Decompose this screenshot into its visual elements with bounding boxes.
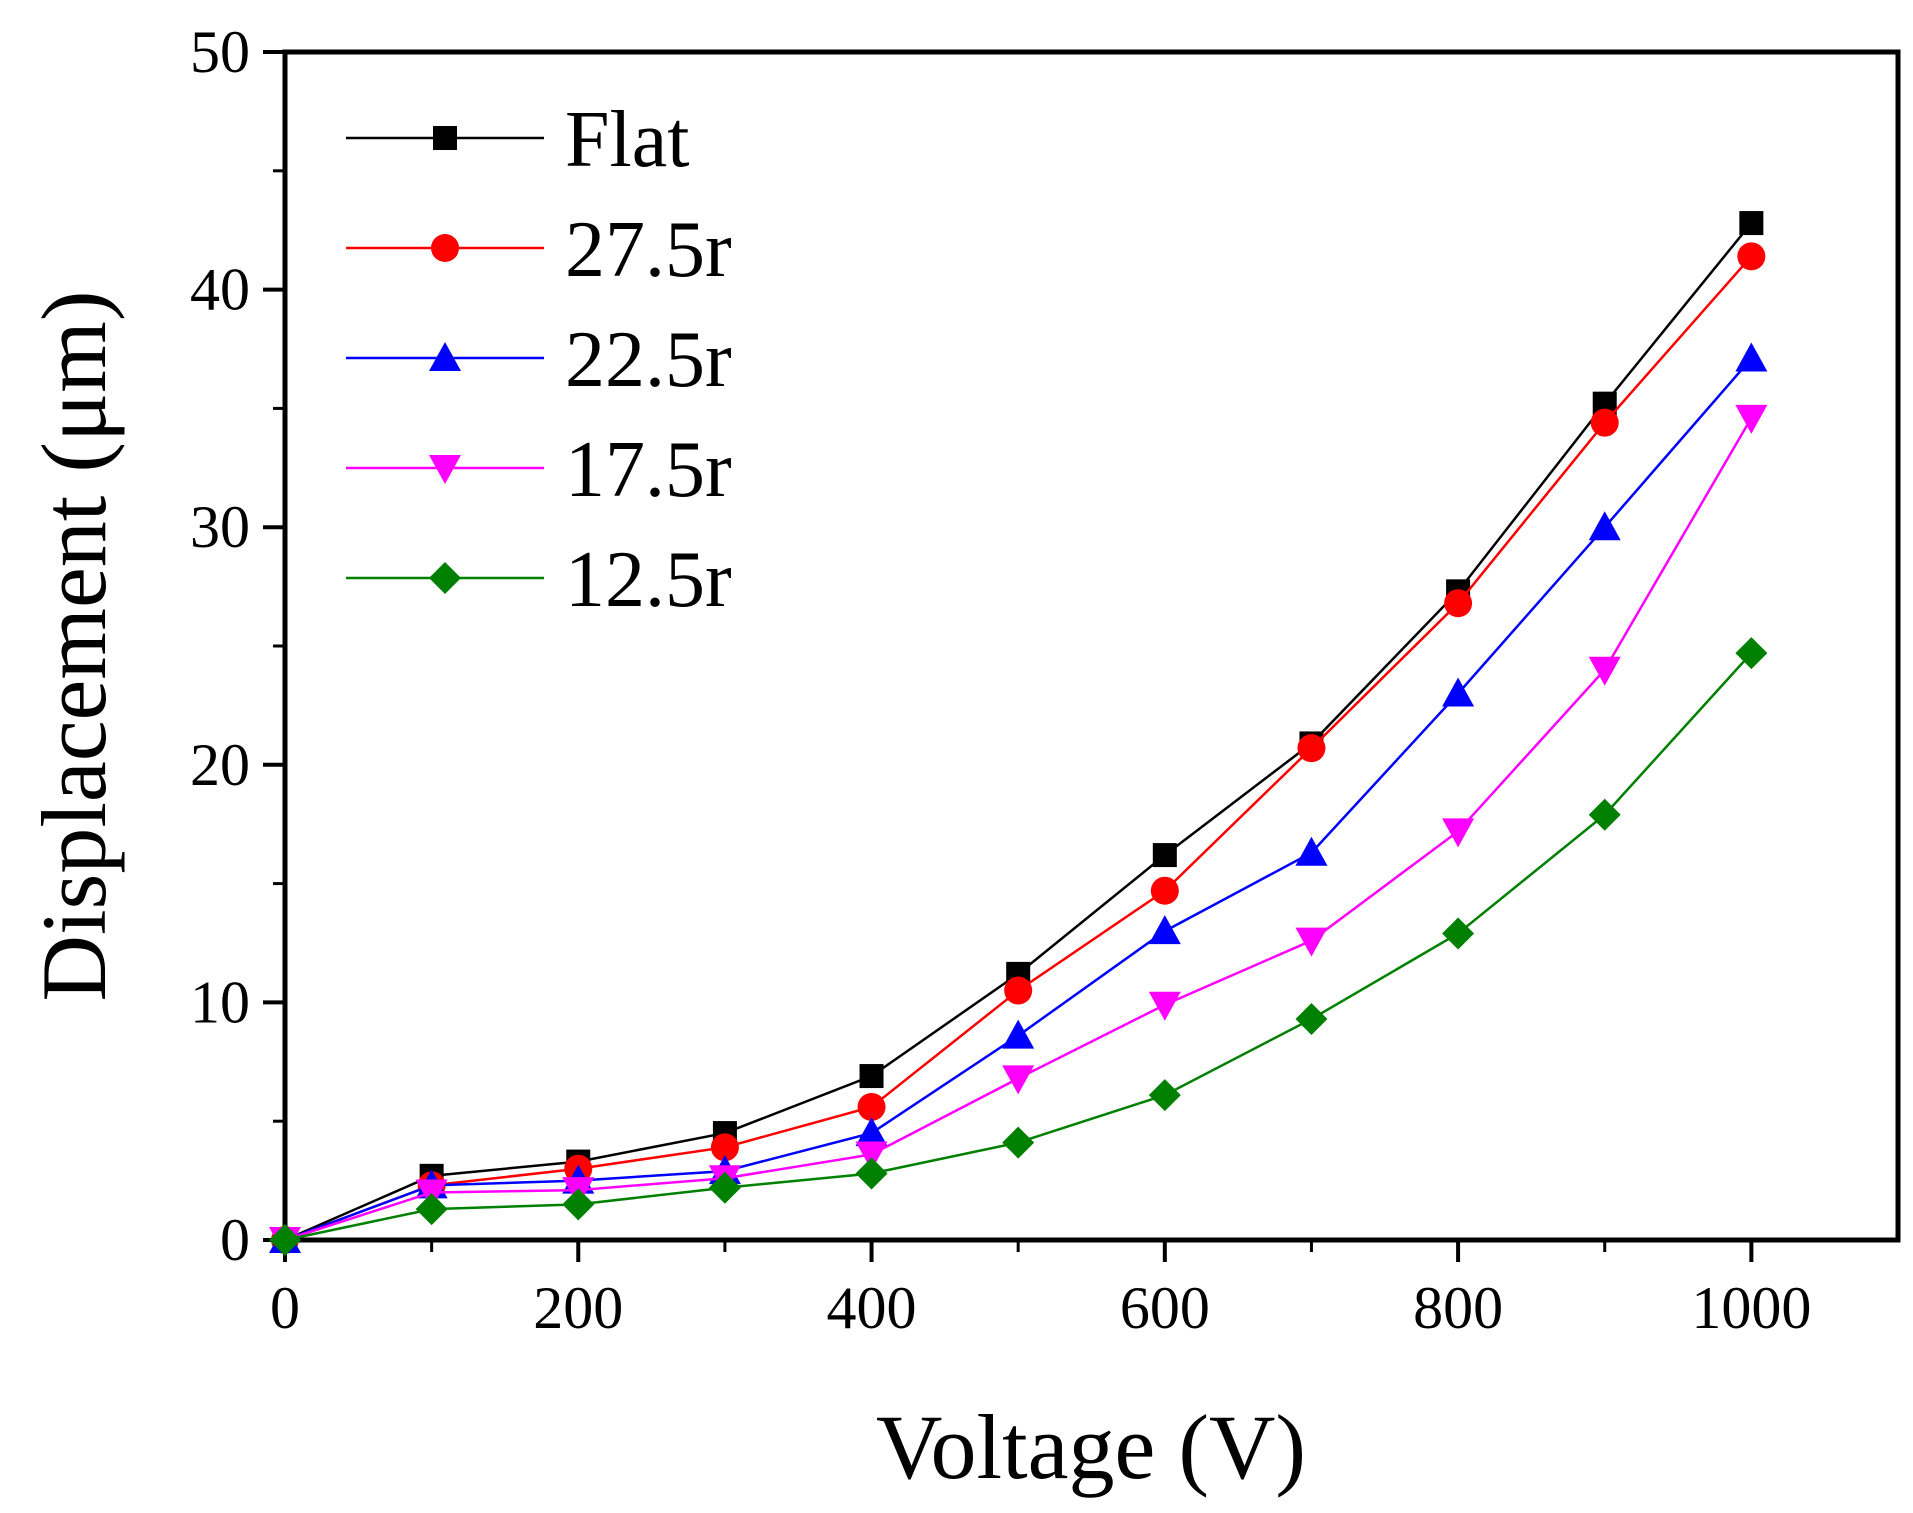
data-point xyxy=(855,1117,888,1147)
data-point xyxy=(1735,342,1768,372)
data-point xyxy=(1588,656,1621,686)
data-point xyxy=(1148,915,1181,945)
y-tick-label: 0 xyxy=(220,1207,250,1273)
legend-label: Flat xyxy=(565,96,689,184)
legend: Flat 27.5r 22.5r 17.5r 12.5r xyxy=(346,96,732,624)
y-tick-label: 40 xyxy=(190,257,250,323)
data-point xyxy=(1002,1065,1035,1095)
legend-marker xyxy=(433,126,457,150)
data-point xyxy=(1588,511,1621,541)
series-22.5r xyxy=(269,342,1768,1253)
data-point xyxy=(857,1092,886,1121)
data-point xyxy=(708,1171,741,1204)
legend-marker xyxy=(429,562,461,594)
data-point xyxy=(1152,843,1177,868)
x-tick-label: 800 xyxy=(1413,1275,1503,1341)
x-tick-label: 200 xyxy=(533,1275,623,1341)
data-point xyxy=(855,1141,888,1171)
x-axis-title: Voltage (V) xyxy=(876,1396,1306,1498)
data-point xyxy=(269,1224,301,1256)
y-tick-label: 50 xyxy=(190,19,250,85)
data-point xyxy=(1444,589,1473,618)
data-point xyxy=(1442,677,1475,707)
data-point xyxy=(1737,242,1766,271)
data-point xyxy=(1295,927,1328,957)
legend-item: 12.5r xyxy=(346,536,732,624)
data-point xyxy=(1148,1079,1181,1112)
data-point xyxy=(855,1157,888,1190)
legend-label: 17.5r xyxy=(565,426,732,514)
legend-label: 22.5r xyxy=(565,316,732,404)
legend-marker xyxy=(429,455,461,484)
series-line xyxy=(284,417,1753,1242)
data-point xyxy=(1739,211,1764,236)
series-layer xyxy=(269,211,1768,1256)
data-point xyxy=(1588,798,1621,831)
legend-label: 12.5r xyxy=(565,536,732,624)
data-point xyxy=(415,1193,448,1226)
data-point xyxy=(1295,836,1328,866)
data-point xyxy=(1735,404,1768,434)
legend-marker xyxy=(429,342,461,371)
y-tick-label: 10 xyxy=(190,969,250,1035)
series-27.5r xyxy=(271,242,1766,1254)
y-axis-title: Displacement (μm) xyxy=(23,291,125,1002)
legend-item: 27.5r xyxy=(346,206,732,294)
data-point xyxy=(1150,876,1179,905)
data-point xyxy=(1442,818,1475,848)
legend-item: 22.5r xyxy=(346,316,732,404)
data-point xyxy=(1004,976,1033,1005)
legend-marker xyxy=(431,234,459,262)
legend-item: 17.5r xyxy=(346,426,732,514)
x-tick-label: 0 xyxy=(270,1275,300,1341)
data-point xyxy=(1002,1019,1035,1049)
data-point xyxy=(562,1188,595,1221)
data-point xyxy=(1295,1003,1328,1036)
series-Flat xyxy=(273,211,1764,1252)
data-point xyxy=(859,1064,884,1089)
data-point xyxy=(1442,917,1475,950)
data-point xyxy=(1735,637,1768,670)
data-point xyxy=(1297,734,1326,763)
legend-item: Flat xyxy=(346,96,689,184)
data-point xyxy=(1002,1126,1035,1159)
x-tick-label: 1000 xyxy=(1691,1275,1811,1341)
series-line xyxy=(284,357,1753,1242)
x-tick-label: 600 xyxy=(1120,1275,1210,1341)
axis-ticks: 0 200 400 600 800 1000 0 10 20 30 40 50 xyxy=(190,19,1811,1341)
data-point xyxy=(1590,408,1619,437)
x-tick-label: 400 xyxy=(827,1275,917,1341)
data-point xyxy=(710,1133,739,1162)
series-12.5r xyxy=(269,637,1768,1256)
y-tick-label: 20 xyxy=(190,732,250,798)
data-point xyxy=(1148,991,1181,1021)
plot-frame xyxy=(282,49,1901,1243)
legend-label: 27.5r xyxy=(565,206,732,294)
y-tick-label: 30 xyxy=(190,494,250,560)
